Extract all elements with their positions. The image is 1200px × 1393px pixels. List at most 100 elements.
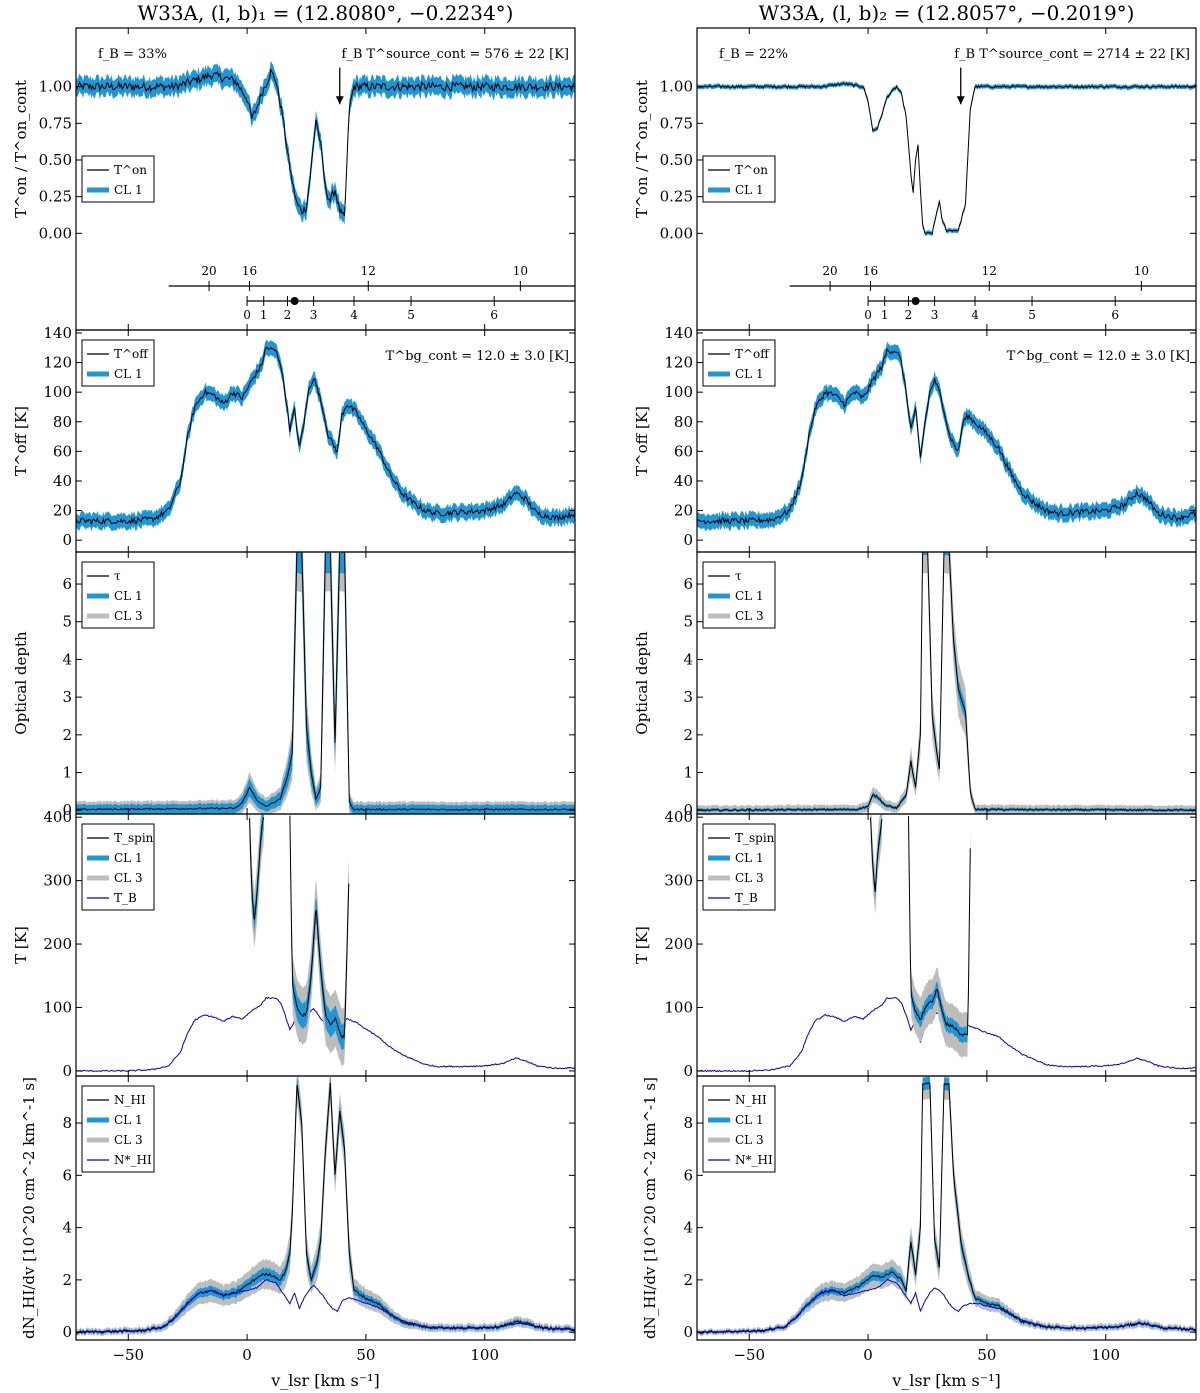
panel-left-emission: 0 20 40 60 80 100 120 140 T^off [K] T^bg_cont = 1… xyxy=(12,324,576,553)
legend-label: T_spin xyxy=(735,831,775,845)
fb-annotation: f_B = 22% xyxy=(719,47,788,62)
panel-left-tau: 0 1 2 3 4 5 6 Optical depth τ CL 1 CL 3 xyxy=(12,551,576,819)
legend-label: CL 3 xyxy=(735,1133,764,1147)
y-tick-label: 120 xyxy=(43,354,72,372)
series-line-T^off xyxy=(76,346,575,526)
legend-label: CL 3 xyxy=(114,1133,143,1147)
y-tick-label: 0.50 xyxy=(660,151,693,169)
y-tick-label: 300 xyxy=(43,872,72,890)
y-tick-label: 2 xyxy=(683,726,693,744)
distance-tick-label: 20 xyxy=(201,264,216,278)
y-tick-label: 2 xyxy=(62,1271,72,1289)
distance-tick-label: 20 xyxy=(822,264,837,278)
plot-area xyxy=(697,341,1196,532)
plot-area xyxy=(697,552,1196,814)
continuum-annotation: f_B T^source_cont = 576 ± 22 [K] xyxy=(342,47,569,62)
plot-area xyxy=(697,1076,1196,1337)
y-tick-label: 1 xyxy=(683,764,693,782)
y-tick-label: 0 xyxy=(62,531,72,549)
panel-left-absorption: 0.00 0.25 0.50 0.75 1.00 T^on / T^on_cont W33A… xyxy=(12,1,576,331)
y-tick-label: 0 xyxy=(62,1323,72,1341)
y-axis-label: T^on / T^on_cont xyxy=(12,80,30,218)
y-tick-label: 0 xyxy=(683,1062,693,1080)
panel-right-column_density: 0 2 4 6 8 −50 0 50 100 dN_HI/dv [10^20 cm^-2 km^-… xyxy=(641,1075,1197,1364)
y-axis-label: dN_HI/dv [10^20 cm^-2 km^-1 s] xyxy=(20,1077,38,1339)
legend-box xyxy=(81,339,155,387)
y-tick-label: 100 xyxy=(664,383,693,401)
y-tick-label: 4 xyxy=(683,650,693,668)
distance-tick-label: 3 xyxy=(310,308,318,322)
y-axis-label: T [K] xyxy=(633,926,651,964)
y-axis-label: T^off [K] xyxy=(633,406,651,476)
distance-tick-label: 10 xyxy=(1134,264,1149,278)
y-tick-label: 2 xyxy=(62,726,72,744)
distance-tick-label: 16 xyxy=(863,264,878,278)
y-tick-label: 0.50 xyxy=(39,151,72,169)
legend-label: T^on xyxy=(114,163,147,177)
panel-title: W33A, (l, b)₁ = (12.8080°, −0.2234°) xyxy=(138,1,514,25)
y-tick-label: 200 xyxy=(664,935,693,953)
cl3-band xyxy=(908,814,971,1058)
legend-label: CL 1 xyxy=(114,851,143,865)
legend-box xyxy=(702,339,776,387)
y-tick-label: 6 xyxy=(683,575,693,593)
legend-label: CL 3 xyxy=(735,609,764,623)
panel-left-spin: 0 100 200 300 400 T [K] T_spin CL 1 CL 3 T_B xyxy=(12,808,576,1080)
x-tick-label: 50 xyxy=(977,1346,996,1364)
legend-label: τ xyxy=(114,569,121,583)
continuum-annotation: f_B T^source_cont = 2714 ± 22 [K] xyxy=(954,47,1190,62)
y-tick-label: 300 xyxy=(664,872,693,890)
y-tick-label: 0.00 xyxy=(660,224,693,242)
distance-tick-label: 2 xyxy=(905,308,913,322)
y-tick-label: 60 xyxy=(53,442,72,460)
plot-area xyxy=(76,339,575,532)
distance-tick-label: 12 xyxy=(361,264,376,278)
cl3-band xyxy=(76,552,575,814)
y-tick-label: 8 xyxy=(683,1114,693,1132)
y-axis-label: T^off [K] xyxy=(12,406,30,476)
y-tick-label: 4 xyxy=(62,650,72,668)
series-line-T_spin xyxy=(870,817,883,892)
plot-area xyxy=(697,80,1196,237)
plot-area xyxy=(76,60,575,225)
continuum-annotation: T^bg_cont = 12.0 ± 3.0 [K] xyxy=(1007,349,1190,364)
y-tick-label: 0.75 xyxy=(39,114,72,132)
y-tick-label: 60 xyxy=(674,442,693,460)
y-tick-label: 1.00 xyxy=(39,78,72,96)
legend-label: CL 3 xyxy=(114,871,143,885)
cl1-band xyxy=(870,814,882,900)
distance-tick-label: 5 xyxy=(1028,308,1036,322)
y-tick-label: 140 xyxy=(664,324,693,342)
y-tick-label: 0 xyxy=(683,531,693,549)
y-tick-label: 0.25 xyxy=(39,188,72,206)
y-tick-label: 20 xyxy=(53,502,72,520)
distance-tick-label: 6 xyxy=(1111,308,1119,322)
legend-label: CL 1 xyxy=(735,1113,764,1127)
distance-tick-label: 0 xyxy=(864,308,872,322)
legend-label: CL 1 xyxy=(735,589,764,603)
panel-title: W33A, (l, b)₂ = (12.8057°, −0.2019°) xyxy=(759,1,1135,25)
y-tick-label: 5 xyxy=(683,613,693,631)
y-tick-label: 0.00 xyxy=(39,224,72,242)
y-tick-label: 120 xyxy=(664,354,693,372)
series-line-T_spin xyxy=(908,815,971,1037)
y-axis-label: Optical depth xyxy=(633,631,651,735)
y-tick-label: 20 xyxy=(674,502,693,520)
plot-area xyxy=(76,1076,575,1337)
y-tick-label: 400 xyxy=(43,808,72,826)
y-tick-label: 80 xyxy=(674,413,693,431)
series-line-τ xyxy=(76,552,575,811)
y-tick-label: 100 xyxy=(43,998,72,1016)
legend-label: CL 3 xyxy=(735,871,764,885)
legend-label: T_B xyxy=(735,891,758,905)
panel-right-emission: 0 20 40 60 80 100 120 140 T^off [K] T^bg_cont = 1… xyxy=(633,324,1197,553)
y-tick-label: 0 xyxy=(62,1062,72,1080)
distance-tick-label: 5 xyxy=(407,308,415,322)
y-tick-label: 400 xyxy=(664,808,693,826)
y-axis-label: T [K] xyxy=(12,926,30,964)
legend-label: N*_HI xyxy=(114,1153,152,1167)
series-line-T_spin xyxy=(289,815,350,1039)
y-tick-label: 6 xyxy=(62,575,72,593)
distance-tick-label: 1 xyxy=(881,308,889,322)
